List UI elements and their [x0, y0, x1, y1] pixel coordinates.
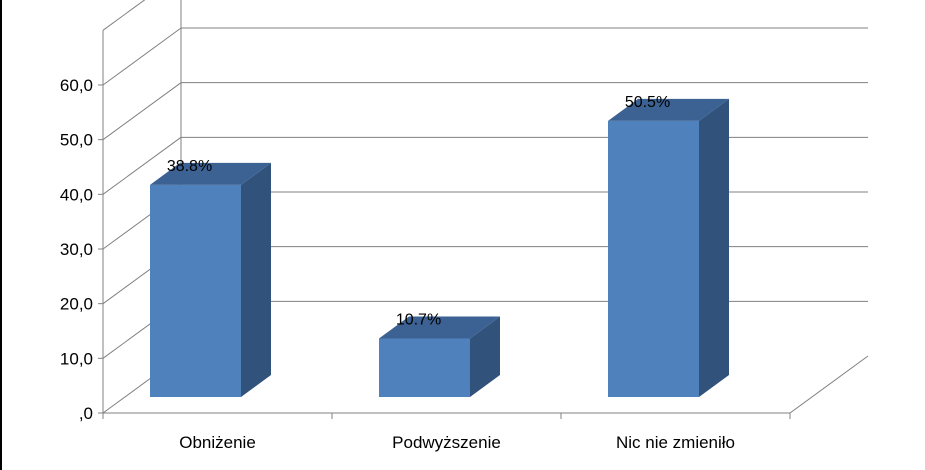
- frame-left-edge: [0, 0, 2, 470]
- bar-front: [150, 184, 241, 397]
- bar-side: [241, 162, 271, 397]
- gridline-diagonal-top: [102, 0, 146, 31]
- y-tick-label: 50,0: [60, 131, 93, 150]
- gridline-diagonal: [102, 136, 182, 195]
- gridline-diagonal: [102, 82, 182, 141]
- bar-top: [379, 316, 500, 339]
- y-tick-label: 10,0: [60, 349, 93, 368]
- data-label: 50.5%: [625, 94, 670, 111]
- bar-top: [608, 98, 729, 121]
- data-label: 38.8%: [167, 158, 212, 175]
- bar-top: [150, 162, 271, 185]
- x-tick-label: Obniżenie: [179, 433, 256, 452]
- data-label: 10.7%: [396, 312, 441, 329]
- bar-front: [608, 120, 699, 397]
- bar-front: [379, 338, 470, 397]
- bar-side: [699, 98, 729, 397]
- y-tick-label: 20,0: [60, 295, 93, 314]
- x-tick-label: Nic nie zmieniło: [616, 433, 735, 452]
- y-tick-label: 60,0: [60, 76, 93, 95]
- bar-side: [470, 316, 500, 397]
- y-tick-label: 30,0: [60, 240, 93, 259]
- x-tick-label: Podwyższenie: [392, 433, 501, 452]
- y-tick-label: ,0: [79, 404, 93, 423]
- y-tick-label: 40,0: [60, 185, 93, 204]
- gridline-diagonal: [102, 27, 182, 86]
